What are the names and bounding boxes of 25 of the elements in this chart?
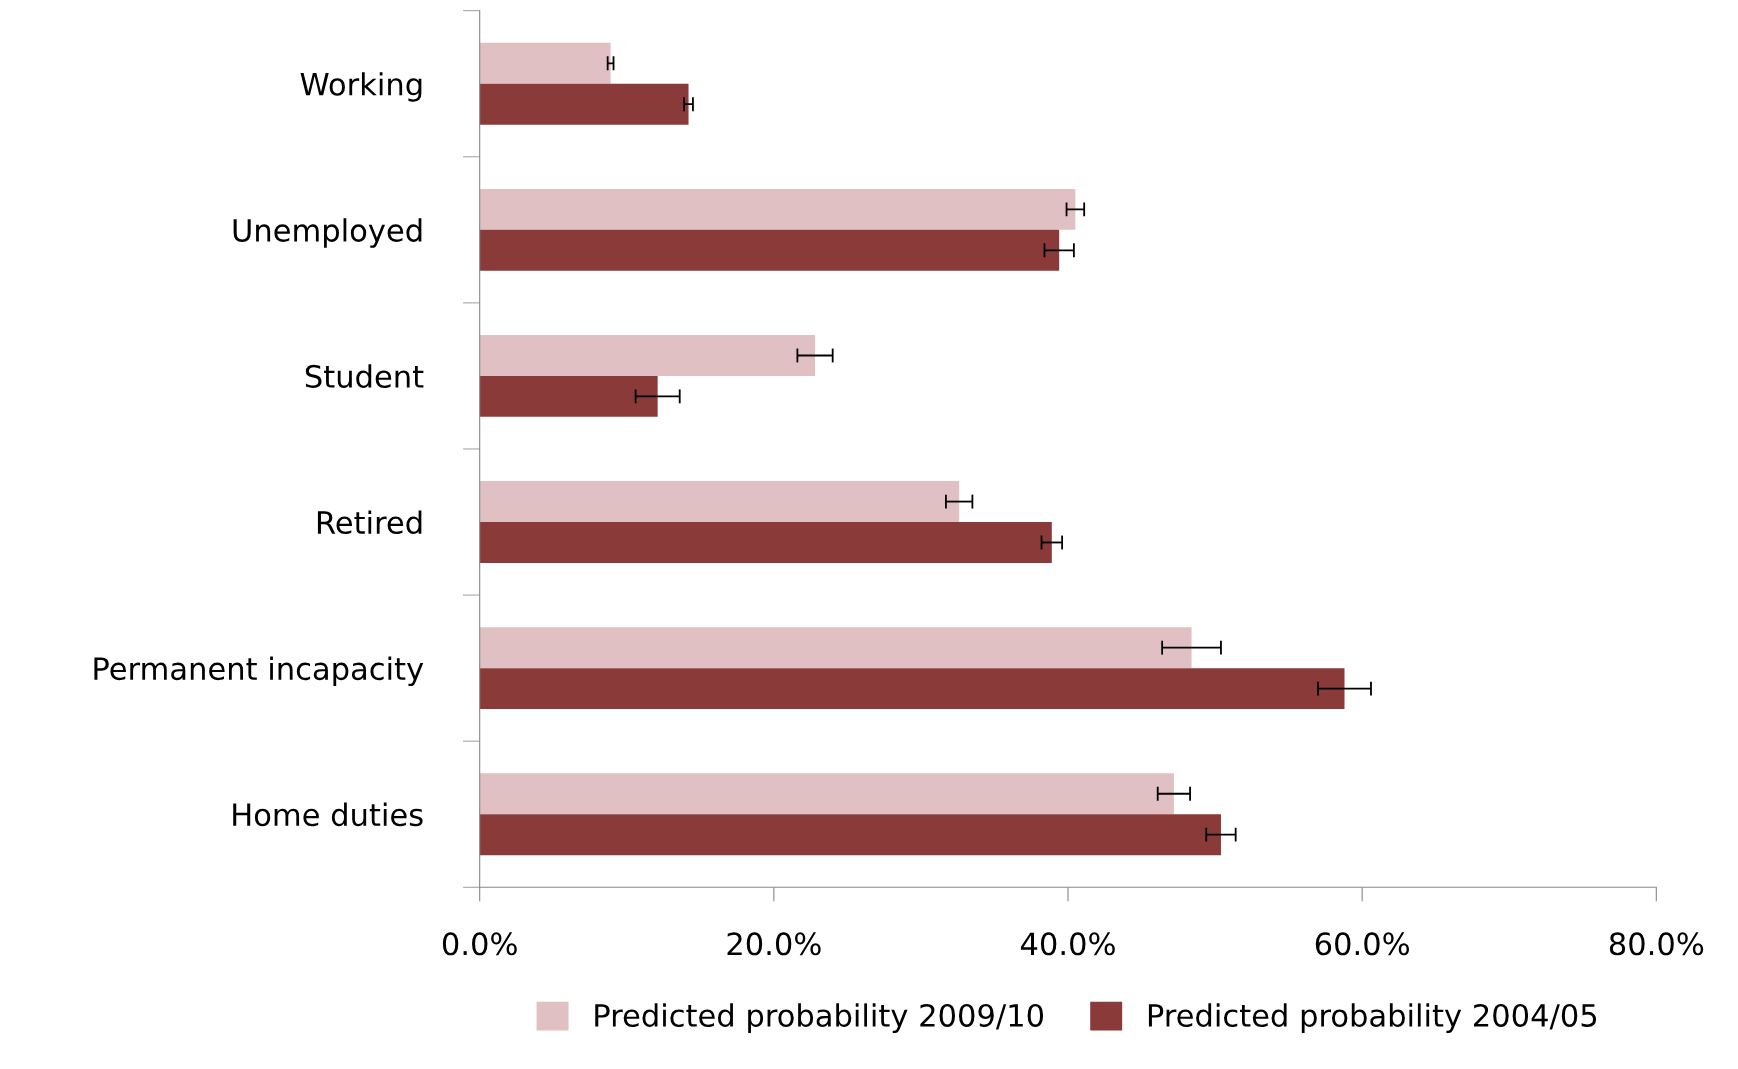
- x-tick-label: 20.0%: [727, 932, 821, 956]
- y-tick-label: Permanent incapacity: [94, 656, 424, 687]
- bar: [479, 188, 1076, 230]
- legend-label: Predicted probability 2009/10: [595, 1003, 1044, 1033]
- bar: [479, 42, 611, 84]
- bar: [479, 229, 1060, 271]
- x-tick-label: 60.0%: [1315, 932, 1410, 956]
- y-tick-label: Working: [300, 72, 422, 102]
- bar: [479, 814, 1221, 856]
- x-tick-label: 40.0%: [1020, 932, 1115, 956]
- bar: [479, 375, 658, 417]
- x-tick-label: 0.0%: [442, 932, 517, 956]
- bar: [479, 627, 1192, 669]
- bar: [479, 83, 689, 125]
- y-tick-label: Retired: [317, 510, 422, 535]
- bar: [479, 773, 1174, 815]
- x-tick-label: 80.0%: [1609, 932, 1704, 956]
- legend-label: Predicted probability 2004/05: [1148, 1003, 1597, 1033]
- y-tick-label: Home duties: [233, 802, 423, 827]
- bar: [479, 668, 1345, 710]
- bar: [479, 522, 1052, 563]
- bar: [479, 481, 960, 523]
- y-tick-label: Unemployed: [233, 218, 422, 248]
- bar: [479, 335, 816, 376]
- y-tick-label: Student: [305, 364, 424, 388]
